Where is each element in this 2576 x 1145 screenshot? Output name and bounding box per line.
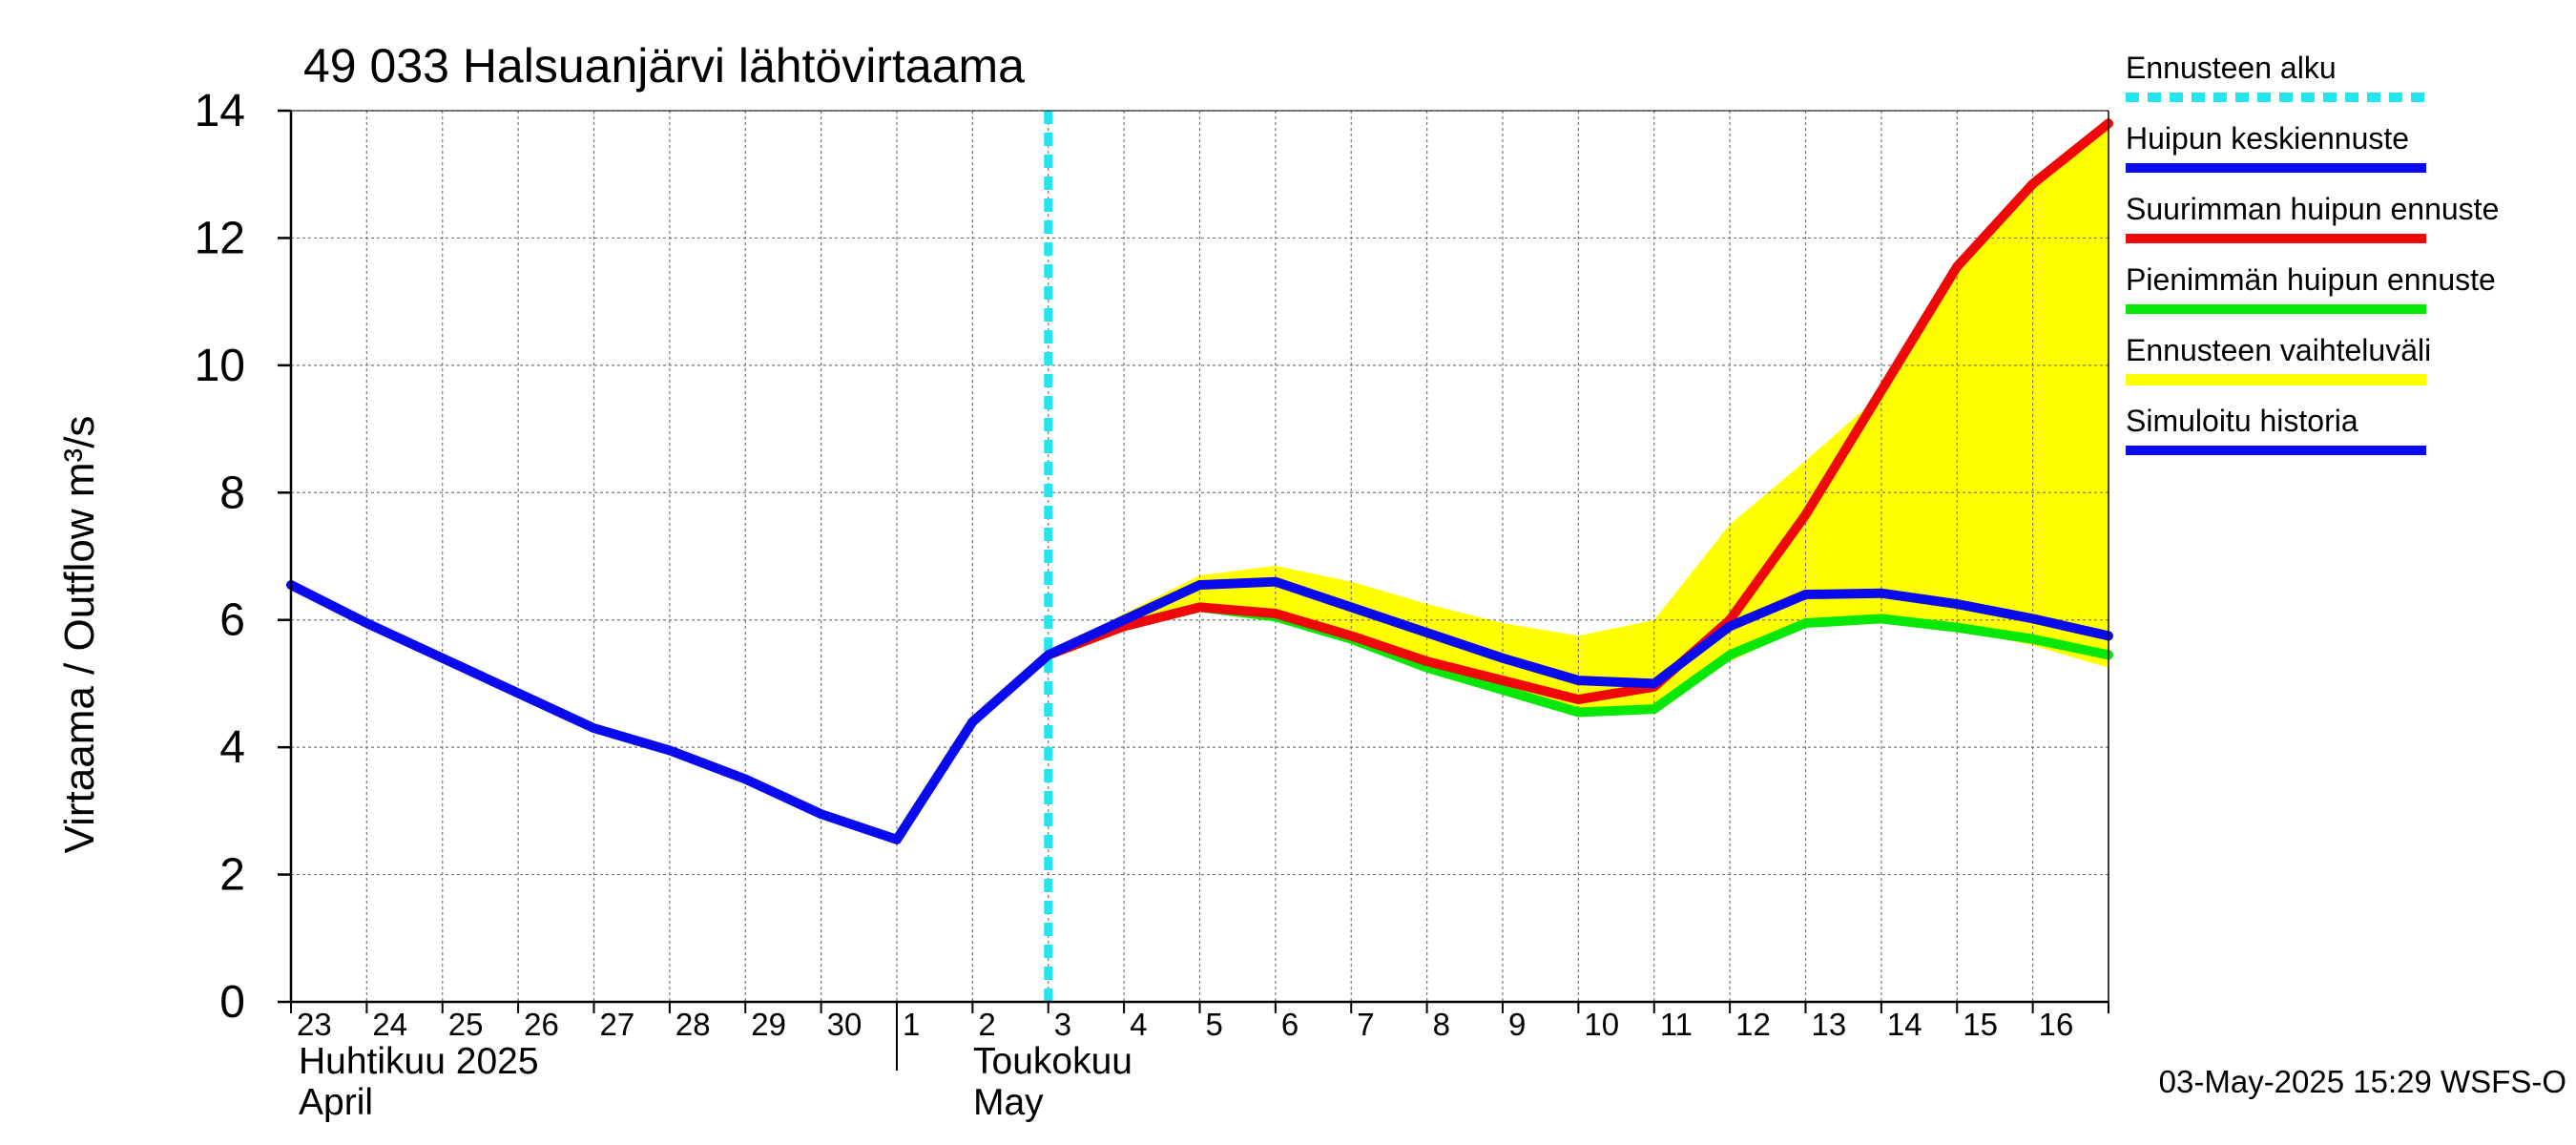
x-tick-label: 24: [372, 1007, 407, 1042]
month-label-fi: Huhtikuu 2025: [299, 1041, 539, 1082]
x-tick-label: 30: [827, 1007, 862, 1042]
x-tick-label: 6: [1281, 1007, 1298, 1042]
legend-label: Huipun keskiennuste: [2126, 121, 2409, 156]
x-tick-label: 1: [903, 1007, 920, 1042]
x-tick-label: 4: [1130, 1007, 1147, 1042]
y-tick-label: 2: [219, 850, 245, 901]
y-tick-label: 8: [219, 468, 245, 518]
x-tick-label: 5: [1206, 1007, 1223, 1042]
series-line-simuloitu-historia: [286, 580, 1053, 844]
month-label-en: May: [973, 1082, 1044, 1123]
month-label-en: April: [299, 1082, 373, 1123]
chart-title: 49 033 Halsuanjärvi lähtövirtaama: [303, 39, 1025, 93]
legend-label: Ennusteen vaihteluväli: [2126, 333, 2431, 367]
x-tick-label: 25: [448, 1007, 484, 1042]
legend: Ennusteen alku Huipun keskiennuste Suurimm…: [2126, 51, 2499, 455]
legend-label: Ennusteen alku: [2126, 51, 2337, 85]
timestamp-footer: 03-May-2025 15:29 WSFS-O: [2159, 1064, 2566, 1099]
x-tick-label: 10: [1584, 1007, 1619, 1042]
x-tick-label: 14: [1887, 1007, 1922, 1042]
x-tick-label: 9: [1508, 1007, 1526, 1042]
y-tick-label: 0: [219, 977, 245, 1028]
y-tick-label: 6: [219, 595, 245, 646]
series-line-suurimman-huipun-ennuste: [1043, 118, 2113, 705]
x-tick-label: 13: [1812, 1007, 1847, 1042]
x-tick-label: 28: [675, 1007, 711, 1042]
x-tick-label: 12: [1735, 1007, 1771, 1042]
y-axis-label: Virtaama / Outflow m³/s: [56, 416, 103, 854]
forecast-range-band-layer: [1048, 123, 2109, 716]
x-tick-label: 26: [524, 1007, 559, 1042]
legend-label: Suurimman huipun ennuste: [2126, 192, 2499, 226]
forecast-range-band: [1048, 123, 2109, 716]
x-tick-label: 15: [1963, 1007, 1998, 1042]
series-lines-layer: [286, 111, 2113, 1002]
x-tick-label: 8: [1433, 1007, 1450, 1042]
x-tick-label: 23: [297, 1007, 332, 1042]
x-tick-label: 7: [1357, 1007, 1374, 1042]
x-tick-label: 2: [978, 1007, 995, 1042]
month-label-fi: Toukokuu: [973, 1041, 1132, 1082]
x-tick-label: 27: [600, 1007, 635, 1042]
legend-label: Pienimmän huipun ennuste: [2126, 262, 2496, 297]
y-tick-label: 14: [195, 86, 245, 136]
y-tick-label: 12: [195, 213, 245, 263]
x-tick-label: 29: [751, 1007, 786, 1042]
x-tick-label: 3: [1054, 1007, 1071, 1042]
y-tick-label: 10: [195, 341, 245, 391]
legend-label: Simuloitu historia: [2126, 404, 2358, 438]
x-tick-label: 16: [2039, 1007, 2074, 1042]
series-line-huipun-keskiennuste: [1043, 576, 2113, 689]
x-tick-label: 11: [1660, 1007, 1693, 1042]
y-tick-label: 4: [219, 722, 245, 773]
